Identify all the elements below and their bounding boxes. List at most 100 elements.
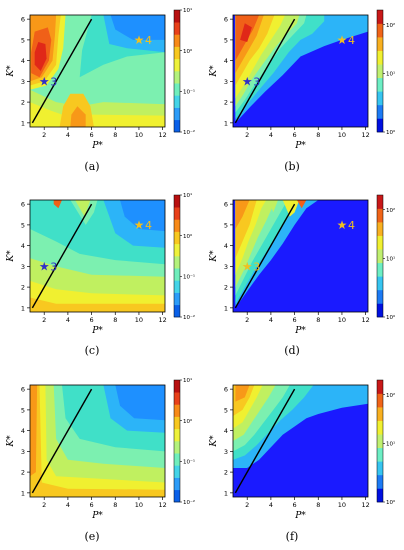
y-tick-label: 3 bbox=[21, 78, 25, 86]
x-tick-label: 4 bbox=[269, 501, 273, 509]
colorbar-tick-label: 10¹ bbox=[386, 71, 395, 78]
y-tick-label: 1 bbox=[21, 304, 25, 312]
contour-field bbox=[30, 200, 165, 312]
colorbar-band bbox=[174, 95, 180, 108]
y-tick-label: 2 bbox=[21, 284, 25, 292]
contour-region bbox=[30, 297, 165, 312]
colorbar-tick-label: 10² bbox=[386, 207, 395, 214]
colorbar-frame bbox=[173, 194, 181, 318]
x-axis-label: P* bbox=[294, 326, 306, 336]
marker-label: 3 bbox=[50, 260, 57, 273]
colorbar-band bbox=[174, 380, 180, 393]
contour-region bbox=[34, 42, 47, 71]
y-tick-label: 3 bbox=[224, 78, 228, 86]
x-tick-label: 6 bbox=[293, 131, 297, 139]
y-tick-label: 2 bbox=[21, 469, 25, 477]
colorbar-band bbox=[377, 64, 383, 79]
y-tick-label: 5 bbox=[224, 36, 228, 44]
y-tick-label: 6 bbox=[224, 16, 228, 24]
x-tick-label: 6 bbox=[293, 501, 297, 509]
colorbar-band bbox=[377, 393, 383, 408]
y-tick-label: 5 bbox=[224, 406, 228, 414]
colorbar-band bbox=[377, 488, 383, 503]
x-axis-label: P* bbox=[294, 511, 306, 521]
colorbar-band bbox=[174, 489, 180, 503]
marker-label: 4 bbox=[348, 219, 355, 232]
colorbar-tick-label: 10¹ bbox=[183, 7, 192, 14]
contour-field bbox=[233, 200, 368, 312]
y-tick-label: 6 bbox=[21, 16, 25, 24]
reference-line bbox=[234, 388, 296, 494]
star-marker: ★ bbox=[39, 74, 50, 88]
x-tick-label: 8 bbox=[113, 316, 117, 324]
colorbar-band bbox=[174, 256, 180, 269]
x-tick-label: 2 bbox=[245, 316, 249, 324]
x-tick-label: 10 bbox=[135, 131, 143, 139]
y-axis-label: K* bbox=[209, 65, 219, 78]
colorbar-tick-label: 10¹ bbox=[386, 441, 395, 448]
x-axis-label: P* bbox=[91, 141, 103, 151]
x-tick-label: 10 bbox=[338, 131, 346, 139]
colorbar-band bbox=[174, 107, 180, 121]
reference-line bbox=[31, 18, 93, 124]
y-axis-label: K* bbox=[6, 65, 16, 78]
y-tick-label: 6 bbox=[21, 201, 25, 209]
x-tick-label: 12 bbox=[361, 501, 369, 509]
axes-frame bbox=[232, 199, 369, 313]
x-tick-label: 8 bbox=[113, 501, 117, 509]
colorbar-tick-label: 10⁻¹ bbox=[183, 274, 195, 281]
contour-region bbox=[296, 200, 307, 209]
colorbar-band bbox=[377, 208, 383, 223]
colorbar-band bbox=[174, 195, 180, 208]
colorbar-band bbox=[377, 23, 383, 38]
y-axis-label: K* bbox=[209, 250, 219, 263]
marker-label: 4 bbox=[145, 219, 152, 232]
star-marker: ★ bbox=[134, 218, 145, 232]
axes-frame bbox=[232, 384, 369, 498]
x-tick-label: 12 bbox=[158, 131, 166, 139]
colorbar-tick-label: 10¹ bbox=[386, 256, 395, 263]
colorbar-band bbox=[377, 91, 383, 106]
colorbar-frame bbox=[173, 9, 181, 133]
x-tick-label: 6 bbox=[90, 131, 94, 139]
colorbar-tick-label: 10⁰ bbox=[386, 129, 396, 136]
x-tick-label: 2 bbox=[245, 131, 249, 139]
x-tick-label: 12 bbox=[158, 501, 166, 509]
x-tick-label: 8 bbox=[113, 131, 117, 139]
colorbar-band bbox=[377, 249, 383, 264]
colorbar-band bbox=[174, 71, 180, 84]
colorbar-band bbox=[174, 465, 180, 478]
colorbar-band bbox=[174, 304, 180, 318]
y-tick-label: 2 bbox=[224, 99, 228, 107]
axes-frame bbox=[29, 14, 166, 128]
x-tick-label: 2 bbox=[42, 131, 46, 139]
marker-label: 3 bbox=[50, 75, 57, 88]
colorbar-band bbox=[174, 58, 180, 72]
y-tick-label: 1 bbox=[21, 489, 25, 497]
contour-region bbox=[70, 106, 86, 127]
contour-field bbox=[233, 385, 368, 497]
colorbar-band bbox=[377, 262, 383, 277]
y-tick-label: 5 bbox=[21, 36, 25, 44]
y-tick-label: 6 bbox=[224, 386, 228, 394]
y-axis-label: K* bbox=[6, 435, 16, 448]
y-tick-label: 6 bbox=[21, 386, 25, 394]
colorbar-tick-label: 10⁰ bbox=[183, 233, 193, 240]
y-tick-label: 3 bbox=[21, 448, 25, 456]
x-tick-label: 12 bbox=[361, 131, 369, 139]
x-tick-label: 4 bbox=[66, 316, 70, 324]
colorbar-band bbox=[174, 46, 180, 60]
x-tick-label: 8 bbox=[316, 501, 320, 509]
x-tick-label: 10 bbox=[338, 501, 346, 509]
colorbar-frame bbox=[173, 379, 181, 503]
colorbar-band bbox=[174, 268, 180, 281]
panel-caption-f: (f) bbox=[285, 530, 299, 543]
colorbar-band bbox=[377, 10, 383, 24]
y-tick-label: 5 bbox=[21, 406, 25, 414]
x-tick-label: 10 bbox=[135, 316, 143, 324]
x-tick-label: 12 bbox=[158, 316, 166, 324]
x-tick-label: 4 bbox=[66, 501, 70, 509]
